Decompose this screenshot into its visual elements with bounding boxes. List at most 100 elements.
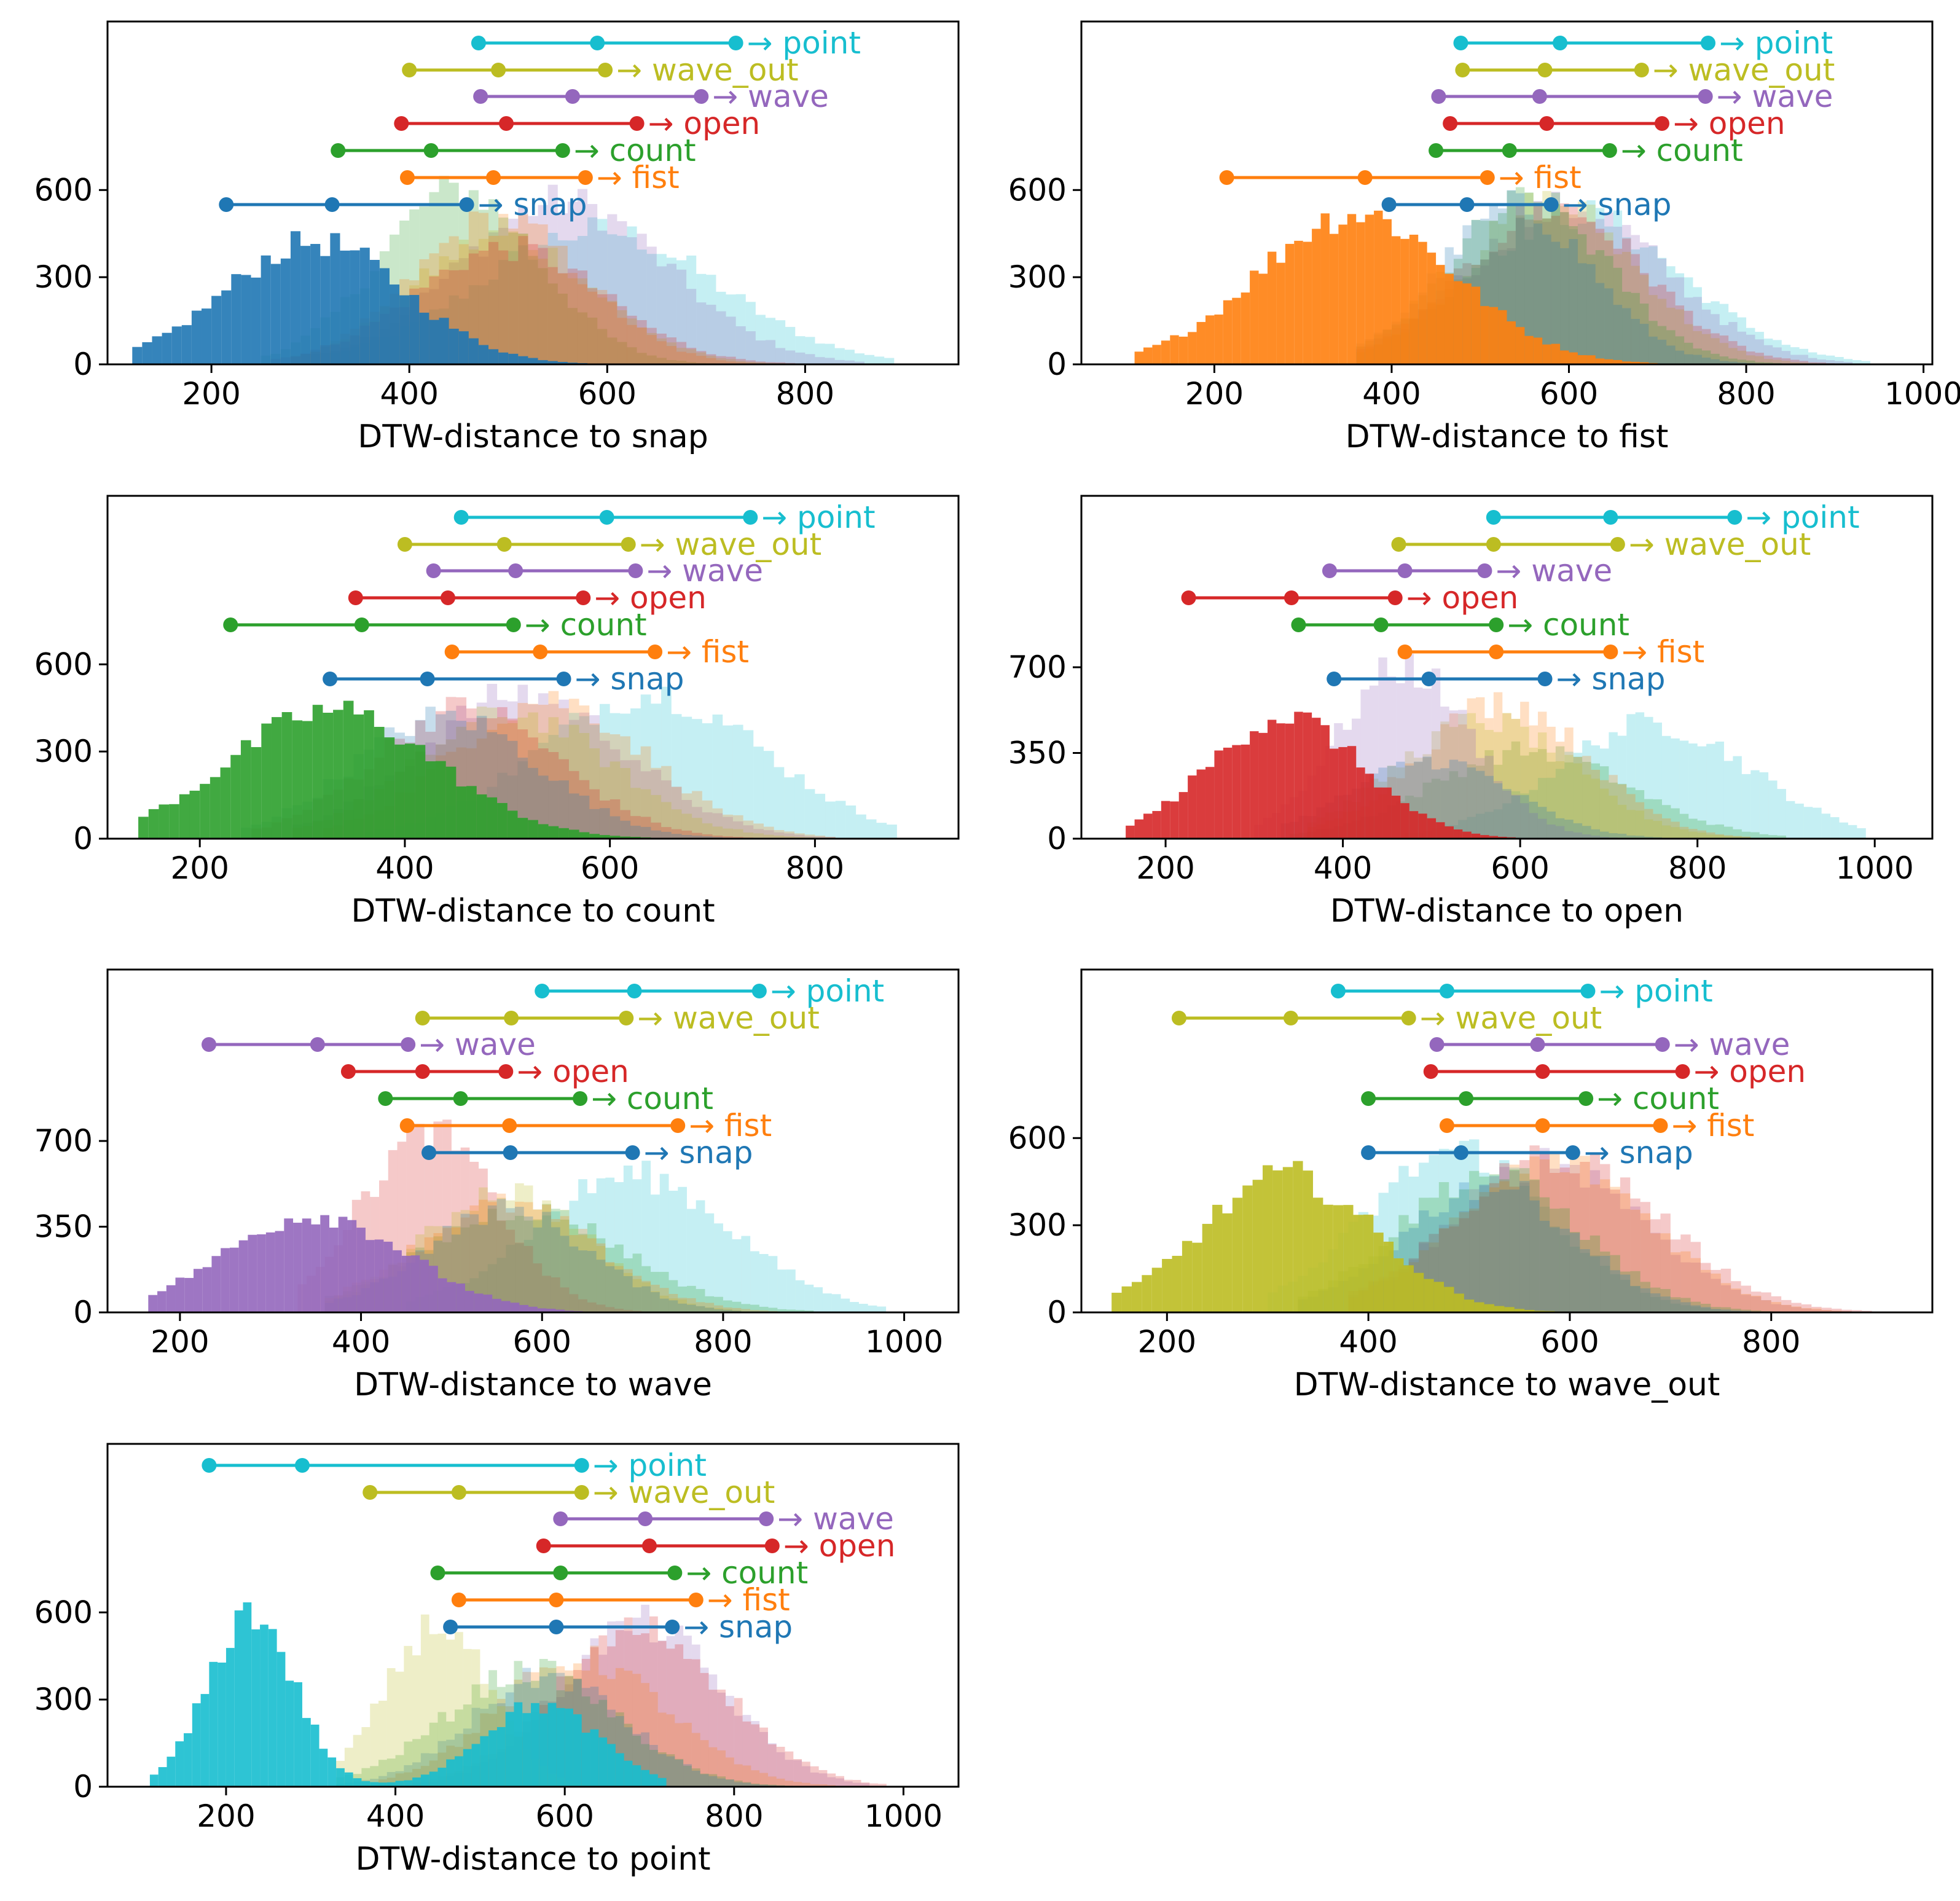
range-max-marker bbox=[1401, 1011, 1416, 1025]
histogram-bar bbox=[488, 235, 499, 364]
histogram-bar bbox=[419, 312, 429, 364]
histogram-bar bbox=[1773, 340, 1782, 364]
range-max-marker bbox=[506, 617, 521, 632]
histogram-bar bbox=[1464, 1299, 1475, 1312]
histogram-bar bbox=[437, 1768, 447, 1787]
histogram-bar bbox=[1546, 752, 1556, 839]
histogram-bar bbox=[649, 1642, 658, 1787]
range-min-marker bbox=[1219, 170, 1234, 185]
x-tick-label: 400 bbox=[366, 1798, 425, 1834]
histogram-bar bbox=[1595, 358, 1605, 364]
histogram-bar bbox=[623, 1166, 633, 1312]
histogram-bar bbox=[1438, 1182, 1449, 1312]
histogram-bar bbox=[1715, 824, 1724, 839]
histogram-bar bbox=[1263, 1165, 1273, 1312]
histogram-bar bbox=[1546, 726, 1556, 839]
range-mid-marker bbox=[502, 1118, 517, 1133]
histogram-bar bbox=[651, 704, 662, 839]
histogram-bar bbox=[784, 833, 795, 839]
histogram-bar bbox=[1790, 362, 1800, 364]
range-label: → snap bbox=[1562, 187, 1672, 222]
histogram-bar bbox=[487, 1209, 497, 1312]
histogram-bar bbox=[1338, 747, 1347, 839]
histogram-bar bbox=[577, 284, 588, 364]
histogram-bar bbox=[1657, 258, 1667, 364]
histogram-bar bbox=[1533, 220, 1543, 364]
histogram-bar bbox=[175, 1277, 185, 1312]
histogram-bar bbox=[1329, 748, 1339, 839]
histogram-bar bbox=[1741, 774, 1751, 839]
histogram-bar bbox=[696, 1302, 705, 1312]
histogram-bar bbox=[1808, 362, 1817, 364]
histogram-bar bbox=[508, 353, 519, 364]
histogram-bar bbox=[1670, 1239, 1681, 1312]
histogram-bar bbox=[1445, 273, 1454, 364]
histogram-bar bbox=[284, 1218, 294, 1312]
histogram-bar bbox=[666, 1754, 675, 1787]
histogram-bar bbox=[735, 294, 746, 364]
histogram-bar bbox=[630, 708, 641, 839]
histogram-bar bbox=[1479, 1196, 1489, 1312]
histogram-bar bbox=[1539, 1220, 1550, 1312]
histogram-bar bbox=[230, 755, 241, 839]
histogram-bar bbox=[343, 700, 354, 839]
histogram-bar bbox=[578, 1234, 587, 1312]
histogram-bar bbox=[393, 1250, 402, 1312]
histogram-bar bbox=[732, 724, 743, 839]
histogram-bar bbox=[1580, 1249, 1590, 1312]
histogram-bar bbox=[508, 261, 519, 364]
histogram-bar bbox=[1303, 1170, 1313, 1312]
histogram-bar bbox=[1499, 1190, 1510, 1312]
range-fist: → fist bbox=[1219, 160, 1582, 195]
histogram-bar bbox=[1671, 738, 1680, 839]
histogram-bar bbox=[478, 285, 489, 364]
histogram-bar bbox=[666, 1648, 675, 1787]
histogram-bar bbox=[1639, 362, 1649, 364]
histogram-bar bbox=[498, 260, 509, 364]
histogram-bar bbox=[1533, 221, 1543, 364]
histogram-bar bbox=[1459, 1182, 1470, 1312]
histogram-bar bbox=[1529, 1200, 1540, 1312]
histogram-bar bbox=[1648, 321, 1658, 364]
range-min-marker bbox=[453, 510, 469, 525]
histogram-bar bbox=[1143, 347, 1153, 364]
histogram-bar bbox=[589, 748, 600, 839]
histogram-bar bbox=[1644, 799, 1653, 839]
range-open: → open bbox=[394, 106, 760, 141]
histogram-bar bbox=[547, 1703, 557, 1787]
histogram-bar bbox=[646, 335, 657, 364]
range-mid-marker bbox=[533, 645, 548, 659]
histogram-bar bbox=[735, 362, 746, 364]
range-fist: → fist bbox=[451, 1582, 790, 1618]
histogram-bar bbox=[651, 767, 662, 839]
histogram-bar bbox=[1489, 307, 1499, 364]
range-mid-marker bbox=[486, 170, 501, 185]
histogram-bar bbox=[1559, 1164, 1570, 1312]
histogram-bar bbox=[864, 355, 875, 364]
histogram-bar bbox=[142, 342, 152, 364]
range-label: → fist bbox=[707, 1582, 790, 1618]
histogram-bar bbox=[1272, 1170, 1283, 1312]
histogram-bar bbox=[330, 233, 340, 364]
histogram-bar bbox=[474, 1293, 484, 1312]
histogram-bar bbox=[496, 1199, 506, 1312]
histogram-bar bbox=[610, 749, 621, 839]
histogram-bar bbox=[1560, 225, 1569, 364]
histogram-wave bbox=[1348, 1148, 1852, 1312]
histogram-bar bbox=[386, 1668, 396, 1787]
histogram-bar bbox=[815, 793, 826, 839]
histogram-bar bbox=[1365, 774, 1374, 839]
histogram-bar bbox=[538, 775, 549, 839]
histogram-bar bbox=[1444, 1287, 1454, 1312]
histogram-bar bbox=[1719, 335, 1729, 364]
histogram-bar bbox=[1617, 804, 1627, 839]
histogram-bar bbox=[569, 1228, 579, 1312]
histogram-bar bbox=[538, 742, 549, 839]
histogram-bar bbox=[1631, 235, 1640, 364]
range-open: → open bbox=[536, 1528, 895, 1564]
histogram-bar bbox=[1620, 1209, 1631, 1312]
histogram-bar bbox=[666, 337, 677, 364]
histogram-bar bbox=[478, 250, 489, 364]
histogram-bar bbox=[1476, 770, 1485, 839]
histogram-bar bbox=[1711, 1309, 1721, 1312]
